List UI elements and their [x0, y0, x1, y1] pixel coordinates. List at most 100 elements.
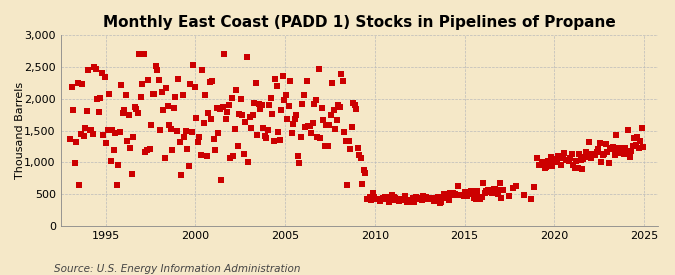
- Point: [351, 107, 362, 111]
- Point: [338, 78, 348, 83]
- Point: [596, 160, 607, 165]
- Point: [119, 107, 130, 112]
- Point: [141, 148, 152, 153]
- Point: [319, 144, 330, 148]
- Point: [286, 130, 297, 135]
- Point: [356, 182, 367, 186]
- Point: [629, 136, 640, 140]
- Point: [309, 102, 320, 106]
- Point: [264, 102, 275, 107]
- Point: [284, 103, 294, 108]
- Point: [192, 140, 203, 144]
- Point: [578, 156, 589, 161]
- Point: [442, 194, 453, 199]
- Point: [607, 147, 618, 151]
- Point: [460, 190, 470, 194]
- Point: [616, 150, 626, 155]
- Point: [215, 107, 225, 111]
- Point: [147, 92, 158, 96]
- Point: [366, 198, 377, 202]
- Point: [90, 67, 101, 71]
- Point: [372, 197, 383, 201]
- Point: [146, 123, 157, 128]
- Point: [425, 196, 436, 200]
- Point: [258, 126, 269, 130]
- Point: [292, 153, 303, 158]
- Point: [84, 128, 95, 132]
- Point: [624, 155, 635, 159]
- Point: [433, 195, 443, 199]
- Point: [570, 159, 581, 163]
- Point: [435, 201, 446, 205]
- Point: [92, 97, 103, 101]
- Point: [586, 156, 597, 160]
- Point: [383, 200, 394, 204]
- Point: [182, 146, 192, 151]
- Point: [497, 187, 508, 192]
- Point: [484, 190, 495, 194]
- Point: [76, 132, 86, 136]
- Point: [201, 154, 212, 159]
- Point: [227, 96, 238, 100]
- Point: [65, 136, 76, 141]
- Point: [477, 194, 487, 199]
- Point: [591, 150, 602, 154]
- Point: [554, 155, 565, 160]
- Point: [152, 68, 163, 72]
- Point: [354, 153, 364, 157]
- Point: [437, 196, 448, 200]
- Point: [633, 146, 644, 150]
- Point: [457, 193, 468, 197]
- Point: [124, 113, 134, 117]
- Point: [101, 141, 111, 145]
- Point: [416, 197, 427, 202]
- Point: [242, 55, 252, 60]
- Point: [153, 78, 164, 82]
- Point: [137, 81, 148, 86]
- Point: [128, 134, 138, 139]
- Point: [294, 161, 304, 166]
- Point: [618, 152, 629, 156]
- Point: [173, 76, 184, 81]
- Point: [391, 198, 402, 202]
- Point: [605, 146, 616, 151]
- Point: [464, 192, 475, 196]
- Point: [396, 198, 406, 202]
- Point: [148, 92, 159, 96]
- Point: [189, 85, 200, 89]
- Point: [219, 52, 230, 57]
- Point: [206, 116, 217, 121]
- Point: [207, 79, 218, 83]
- Point: [66, 84, 77, 89]
- Point: [376, 197, 387, 201]
- Point: [312, 135, 323, 139]
- Point: [155, 128, 165, 133]
- Point: [310, 98, 321, 102]
- Point: [536, 160, 547, 164]
- Point: [563, 159, 574, 163]
- Point: [238, 152, 249, 157]
- Point: [508, 185, 518, 190]
- Point: [473, 194, 484, 199]
- Point: [72, 81, 83, 86]
- Point: [298, 93, 309, 97]
- Point: [412, 197, 423, 201]
- Point: [273, 130, 284, 134]
- Point: [138, 52, 149, 57]
- Point: [180, 129, 191, 133]
- Point: [630, 143, 641, 147]
- Point: [313, 67, 324, 71]
- Point: [420, 197, 431, 201]
- Point: [370, 196, 381, 201]
- Point: [236, 97, 246, 101]
- Point: [107, 128, 117, 132]
- Point: [397, 197, 408, 201]
- Point: [130, 105, 140, 109]
- Point: [110, 131, 121, 135]
- Point: [423, 197, 433, 201]
- Point: [211, 106, 222, 110]
- Point: [562, 157, 572, 162]
- Point: [267, 112, 277, 116]
- Point: [179, 135, 190, 139]
- Point: [165, 127, 176, 131]
